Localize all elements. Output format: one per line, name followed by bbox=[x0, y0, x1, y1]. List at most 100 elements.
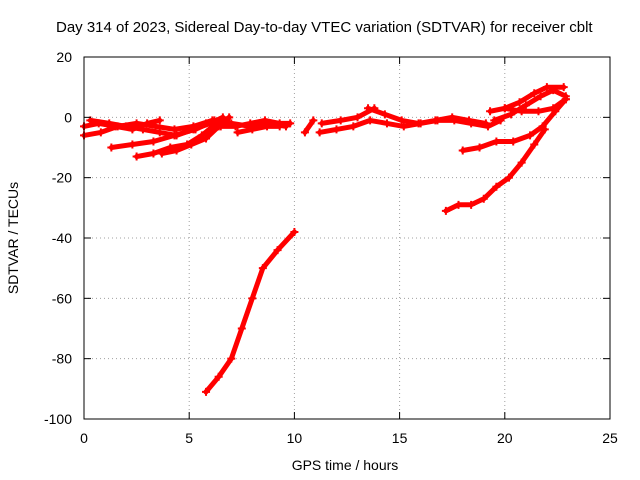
data-point bbox=[191, 125, 200, 134]
series-track-8 bbox=[233, 122, 284, 137]
data-point bbox=[216, 122, 225, 131]
data-point bbox=[509, 137, 518, 146]
data-point bbox=[530, 140, 539, 149]
data-point bbox=[315, 128, 324, 137]
data-point bbox=[534, 107, 543, 116]
data-point bbox=[149, 149, 158, 158]
series-line bbox=[203, 229, 297, 395]
data-point bbox=[486, 107, 495, 116]
data-point bbox=[105, 119, 114, 128]
data-point bbox=[155, 128, 164, 137]
data-point bbox=[515, 98, 524, 107]
data-point bbox=[542, 83, 551, 92]
data-point bbox=[458, 146, 467, 155]
y-axis-label: SDTVAR / TECUs bbox=[5, 182, 21, 294]
data-point bbox=[248, 125, 257, 134]
data-point bbox=[521, 101, 530, 110]
data-point bbox=[399, 122, 408, 131]
x-tick-label: 25 bbox=[602, 430, 618, 446]
data-point bbox=[225, 113, 234, 122]
data-point bbox=[467, 200, 476, 209]
data-point bbox=[517, 158, 526, 167]
data-point bbox=[157, 149, 166, 158]
data-point bbox=[517, 107, 526, 116]
data-point bbox=[300, 128, 309, 137]
series-track-13 bbox=[364, 104, 490, 128]
data-point bbox=[540, 125, 549, 134]
series-track-11 bbox=[315, 116, 505, 137]
axis-ticks: 0 5 10 15 20 25 20 0 -20 -40 -60 -80 -100 bbox=[44, 49, 618, 446]
data-point bbox=[526, 131, 535, 140]
y-tick-label: -20 bbox=[52, 170, 72, 186]
data-point bbox=[107, 143, 116, 152]
data-point bbox=[143, 119, 152, 128]
data-point bbox=[170, 131, 179, 140]
data-point bbox=[481, 119, 490, 128]
series-track-9 bbox=[202, 227, 299, 396]
data-point bbox=[132, 152, 141, 161]
data-point bbox=[353, 113, 362, 122]
data-point bbox=[227, 354, 236, 363]
series-track-18 bbox=[441, 125, 549, 215]
y-tick-label: -80 bbox=[52, 351, 72, 367]
data-point bbox=[122, 122, 131, 131]
data-point bbox=[155, 116, 164, 125]
data-point bbox=[202, 119, 211, 128]
data-point bbox=[530, 89, 539, 98]
data-point bbox=[561, 95, 570, 104]
series-track-10 bbox=[300, 116, 318, 137]
data-point bbox=[559, 83, 568, 92]
x-axis-label: GPS time / hours bbox=[292, 457, 399, 473]
data-point bbox=[258, 264, 267, 273]
data-point bbox=[414, 119, 423, 128]
data-point bbox=[172, 146, 181, 155]
data-point bbox=[290, 227, 299, 236]
data-point bbox=[366, 116, 375, 125]
data-point bbox=[273, 246, 282, 255]
data-point bbox=[448, 113, 457, 122]
data-series bbox=[80, 83, 570, 396]
data-point bbox=[549, 86, 558, 95]
x-tick-label: 0 bbox=[80, 430, 88, 446]
data-point bbox=[500, 104, 509, 113]
data-point bbox=[492, 137, 501, 146]
data-point bbox=[431, 116, 440, 125]
data-point bbox=[505, 173, 514, 182]
y-tick-label: -40 bbox=[52, 230, 72, 246]
data-point bbox=[233, 128, 242, 137]
x-tick-label: 20 bbox=[497, 430, 513, 446]
data-point bbox=[260, 116, 269, 125]
data-point bbox=[336, 116, 345, 125]
data-point bbox=[479, 194, 488, 203]
data-point bbox=[96, 128, 105, 137]
data-point bbox=[551, 107, 560, 116]
data-point bbox=[536, 92, 545, 101]
data-point bbox=[286, 119, 295, 128]
data-point bbox=[465, 116, 474, 125]
data-point bbox=[380, 110, 389, 119]
data-point bbox=[149, 137, 158, 146]
data-point bbox=[231, 122, 240, 131]
data-point bbox=[138, 125, 147, 134]
data-point bbox=[490, 116, 499, 125]
y-tick-label: -100 bbox=[44, 411, 72, 427]
data-point bbox=[246, 119, 255, 128]
data-point bbox=[275, 122, 284, 131]
x-tick-label: 15 bbox=[392, 430, 408, 446]
data-point bbox=[364, 104, 373, 113]
data-point bbox=[187, 140, 196, 149]
x-tick-label: 5 bbox=[185, 430, 193, 446]
series-track-12 bbox=[317, 104, 379, 128]
x-tick-label: 10 bbox=[287, 430, 303, 446]
series-line bbox=[319, 105, 377, 126]
data-point bbox=[441, 206, 450, 215]
series-line bbox=[235, 123, 283, 135]
data-point bbox=[237, 324, 246, 333]
y-tick-label: 0 bbox=[64, 109, 72, 125]
data-point bbox=[263, 122, 272, 131]
series-track-15 bbox=[490, 86, 570, 125]
data-point bbox=[492, 182, 501, 191]
data-point bbox=[349, 122, 358, 131]
data-point bbox=[397, 116, 406, 125]
